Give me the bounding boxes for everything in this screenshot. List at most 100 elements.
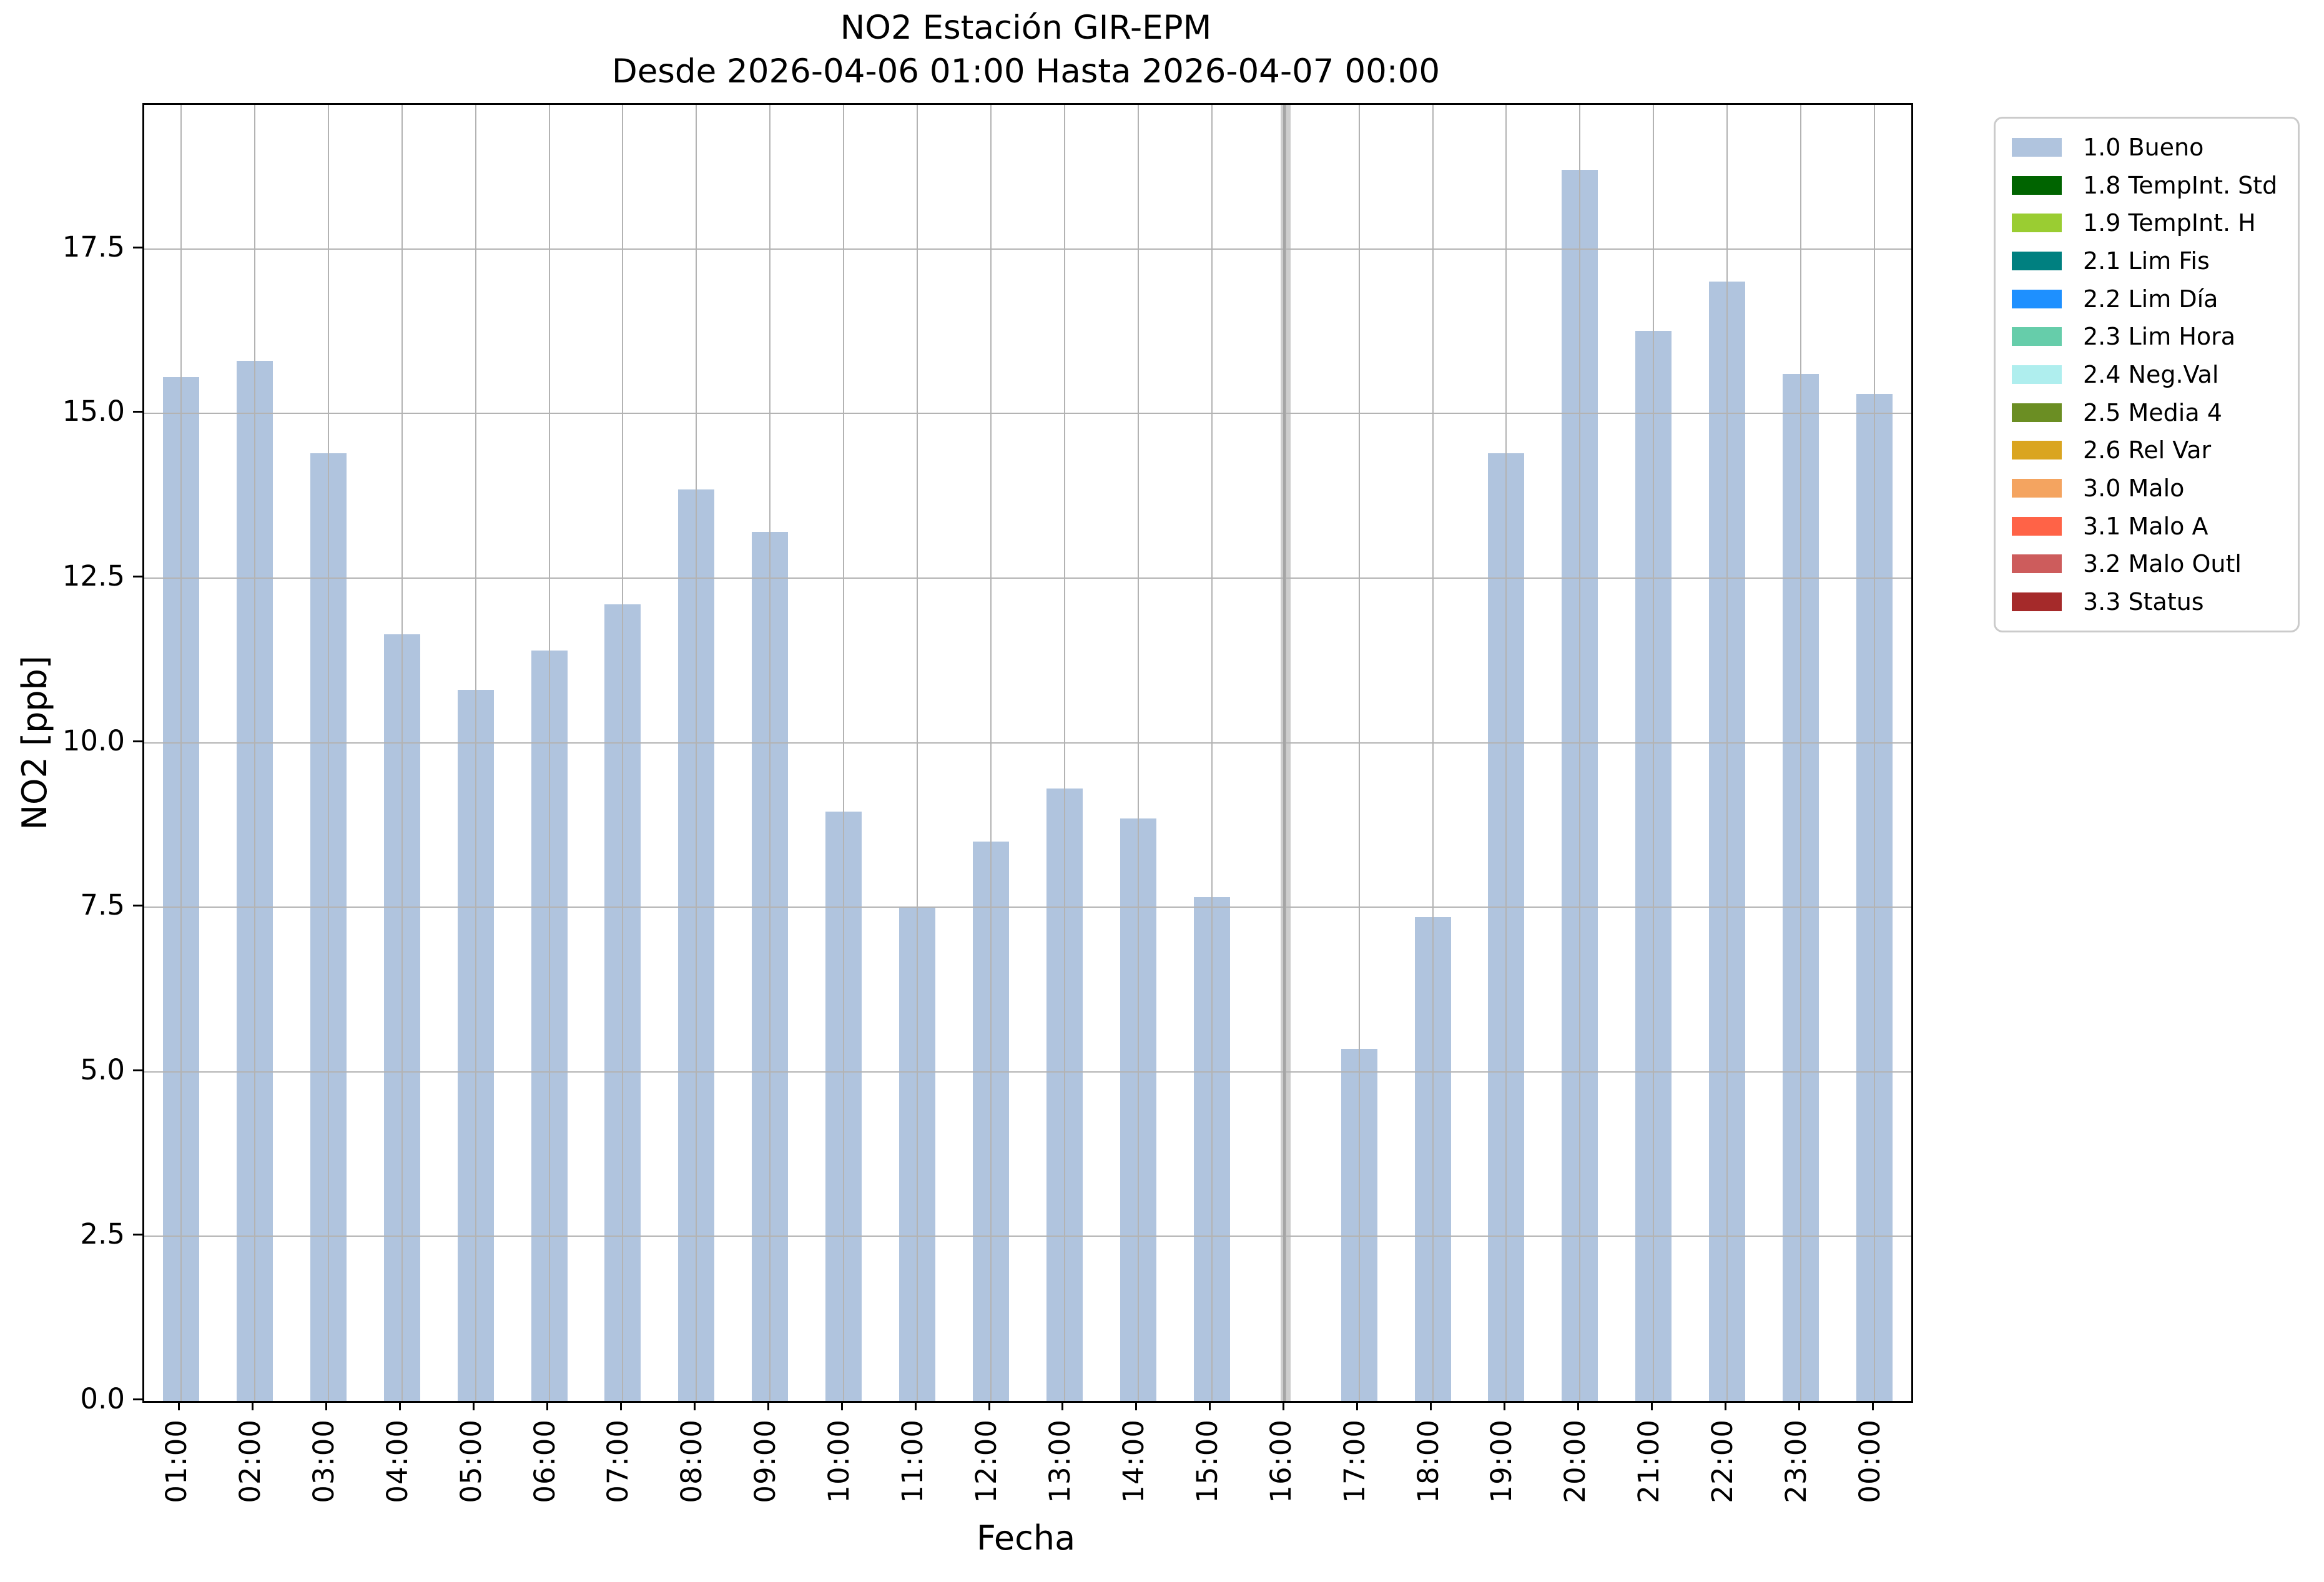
x-tick — [1356, 1401, 1359, 1410]
legend-label: 3.1 Malo A — [2083, 512, 2208, 540]
x-gridline — [327, 105, 329, 1401]
y-gridline — [144, 742, 1911, 744]
x-tick-label: 02:00 — [233, 1419, 267, 1503]
legend-label: 2.1 Lim Fis — [2083, 247, 2210, 275]
y-tick-label: 15.0 — [62, 395, 125, 428]
y-tick — [133, 1069, 142, 1071]
y-tick-label: 5.0 — [80, 1053, 125, 1086]
x-tick — [988, 1401, 990, 1410]
x-gridline — [622, 105, 624, 1401]
legend-swatch — [2012, 365, 2062, 384]
x-tick-label: 00:00 — [1853, 1419, 1887, 1503]
legend-swatch — [2012, 441, 2062, 460]
x-tick-label: 23:00 — [1780, 1419, 1813, 1503]
legend-item: 3.0 Malo — [2012, 469, 2298, 507]
x-tick-label: 07:00 — [601, 1419, 635, 1503]
x-tick-label: 16:00 — [1264, 1419, 1297, 1503]
legend-item: 3.1 Malo A — [2012, 508, 2298, 545]
legend-item: 3.2 Malo Outl — [2012, 545, 2298, 582]
x-tick-label: 04:00 — [380, 1419, 414, 1503]
legend-swatch — [2012, 175, 2062, 195]
y-tick — [133, 411, 142, 413]
x-gridline — [475, 105, 476, 1401]
legend-swatch — [2012, 251, 2062, 270]
legend-item: 1.8 TempInt. Std — [2012, 167, 2298, 204]
x-gridline — [401, 105, 403, 1401]
y-tick — [133, 905, 142, 907]
x-gridline — [990, 105, 992, 1401]
x-tick-label: 19:00 — [1485, 1419, 1519, 1503]
legend-item: 2.2 Lim Día — [2012, 280, 2298, 318]
x-tick — [1724, 1401, 1726, 1410]
x-tick-label: 06:00 — [528, 1419, 561, 1503]
legend-swatch — [2012, 516, 2062, 536]
x-tick — [178, 1401, 180, 1410]
x-tick-label: 03:00 — [307, 1419, 340, 1503]
legend-item: 1.0 Bueno — [2012, 129, 2298, 166]
legend-item: 2.4 Neg.Val — [2012, 356, 2298, 393]
legend-label: 2.2 Lim Día — [2083, 285, 2218, 313]
x-tick — [1283, 1401, 1285, 1410]
x-tick — [693, 1401, 696, 1410]
x-tick-label: 18:00 — [1411, 1419, 1445, 1503]
x-tick-label: 20:00 — [1558, 1419, 1592, 1503]
x-axis-label: Fecha — [976, 1518, 1076, 1558]
x-tick — [1430, 1401, 1432, 1410]
legend-item: 2.1 Lim Fis — [2012, 242, 2298, 280]
x-gridline — [1358, 105, 1360, 1401]
x-tick — [767, 1401, 769, 1410]
x-gridline — [1137, 105, 1139, 1401]
x-tick — [399, 1401, 401, 1410]
y-gridline — [144, 906, 1911, 908]
x-tick — [252, 1401, 254, 1410]
x-tick-label: 01:00 — [159, 1419, 193, 1503]
x-tick-label: 11:00 — [896, 1419, 930, 1503]
y-tick-label: 7.5 — [80, 888, 125, 922]
legend-swatch — [2012, 403, 2062, 422]
x-tick-label: 14:00 — [1116, 1419, 1150, 1503]
x-gridline — [1505, 105, 1507, 1401]
legend-swatch — [2012, 289, 2062, 308]
x-gridline — [1432, 105, 1434, 1401]
legend-swatch — [2012, 138, 2062, 157]
missing-data-band-core — [1283, 105, 1286, 1401]
x-gridline — [548, 105, 550, 1401]
x-tick-label: 09:00 — [749, 1419, 782, 1503]
chart-header: NO2 Estación GIR-EPM Desde 2026-04-06 01… — [142, 6, 1909, 94]
x-tick — [1503, 1401, 1505, 1410]
x-gridline — [1653, 105, 1655, 1401]
x-gridline — [254, 105, 255, 1401]
x-tick — [1577, 1401, 1579, 1410]
y-tick — [133, 246, 142, 248]
x-tick-label: 10:00 — [822, 1419, 856, 1503]
legend-swatch — [2012, 554, 2062, 574]
x-gridline — [769, 105, 771, 1401]
x-tick-label: 08:00 — [675, 1419, 709, 1503]
legend-label: 1.0 Bueno — [2083, 134, 2204, 161]
legend-item: 2.3 Lim Hora — [2012, 318, 2298, 355]
y-gridline — [144, 577, 1911, 579]
x-gridline — [1284, 105, 1286, 1401]
x-tick — [619, 1401, 622, 1410]
y-tick — [133, 1398, 142, 1400]
legend-label: 3.2 Malo Outl — [2083, 550, 2242, 578]
legend-label: 1.8 TempInt. Std — [2083, 171, 2278, 199]
legend-label: 3.0 Malo — [2083, 474, 2185, 502]
legend-item: 2.6 Rel Var — [2012, 431, 2298, 469]
y-tick-label: 12.5 — [62, 559, 125, 592]
legend-item: 2.5 Media 4 — [2012, 394, 2298, 431]
y-gridline — [144, 248, 1911, 250]
plot-area — [142, 103, 1913, 1403]
x-tick — [1135, 1401, 1138, 1410]
legend-label: 2.6 Rel Var — [2083, 436, 2212, 464]
y-tick-label: 10.0 — [62, 724, 125, 757]
y-gridline — [144, 1236, 1911, 1237]
x-gridline — [917, 105, 918, 1401]
y-tick-label: 0.0 — [80, 1382, 125, 1415]
y-tick — [133, 740, 142, 742]
x-tick-label: 05:00 — [454, 1419, 488, 1503]
y-tick — [133, 575, 142, 577]
x-tick — [914, 1401, 917, 1410]
legend: 1.0 Bueno 1.8 TempInt. Std 1.9 TempInt. H 2… — [1994, 117, 2300, 632]
